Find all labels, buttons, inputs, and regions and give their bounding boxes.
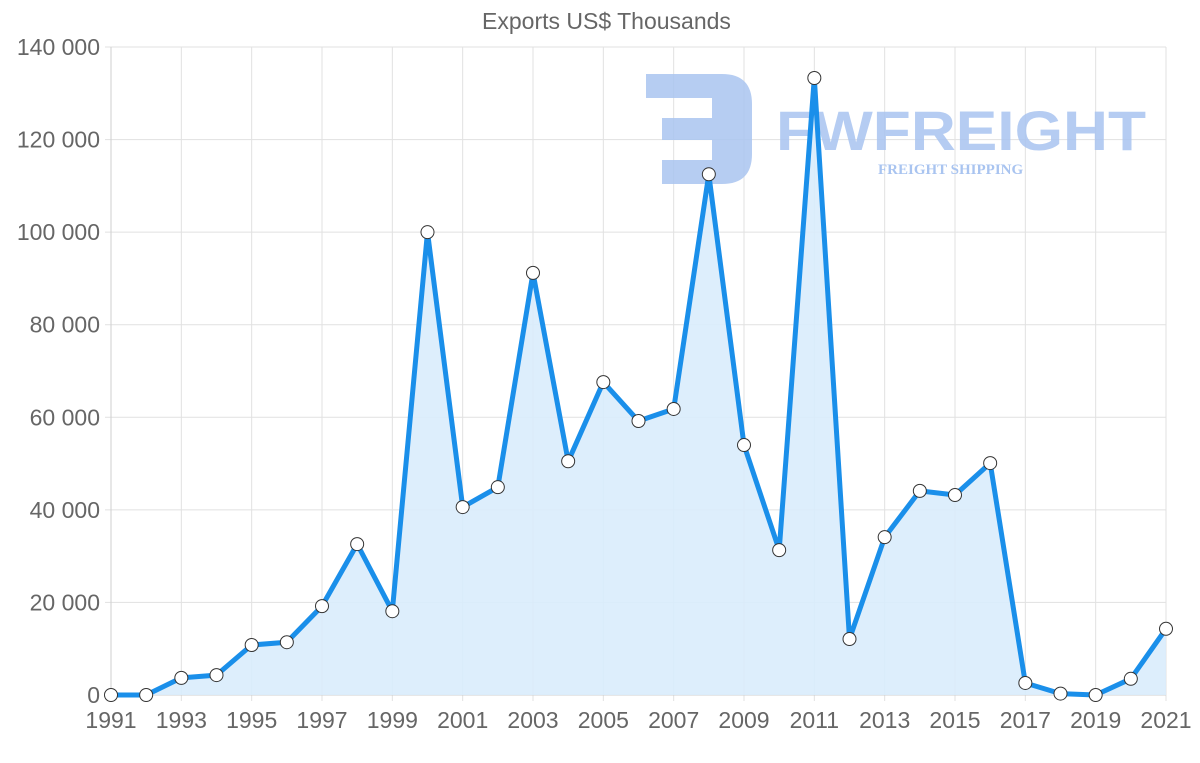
- data-point[interactable]: [631, 413, 646, 428]
- y-tick-label: 140 000: [17, 34, 100, 60]
- data-point[interactable]: [1159, 621, 1173, 636]
- data-point[interactable]: [209, 668, 224, 683]
- data-point[interactable]: [912, 483, 927, 498]
- watermark-logo: FWFREIGHT FREIGHT SHIPPING: [646, 74, 1146, 184]
- data-point[interactable]: [701, 167, 716, 182]
- chart-title: Exports US$ Thousands: [482, 8, 731, 34]
- y-tick-label: 80 000: [30, 312, 100, 338]
- data-point[interactable]: [983, 456, 998, 471]
- data-point[interactable]: [139, 688, 154, 702]
- data-point[interactable]: [596, 375, 611, 390]
- data-point[interactable]: [948, 488, 962, 503]
- data-point[interactable]: [244, 638, 259, 653]
- x-tick-label: 2015: [929, 707, 980, 733]
- data-point[interactable]: [174, 670, 189, 685]
- x-tick-label: 2003: [507, 707, 558, 733]
- data-point[interactable]: [490, 480, 505, 495]
- data-point[interactable]: [737, 438, 751, 453]
- data-point[interactable]: [526, 265, 540, 280]
- x-tick-label: 2001: [437, 707, 488, 733]
- y-tick-label: 100 000: [17, 219, 100, 245]
- data-point[interactable]: [385, 604, 400, 619]
- y-tick-label: 40 000: [30, 497, 100, 523]
- x-tick-label: 1991: [85, 707, 136, 733]
- data-point[interactable]: [877, 530, 892, 545]
- data-point[interactable]: [842, 631, 857, 646]
- data-point[interactable]: [420, 225, 435, 240]
- data-point[interactable]: [1018, 675, 1033, 690]
- data-point[interactable]: [666, 401, 681, 416]
- y-tick-label: 0: [87, 682, 100, 708]
- data-point[interactable]: [350, 537, 365, 552]
- data-point[interactable]: [279, 635, 294, 650]
- x-tick-label: 2007: [648, 707, 699, 733]
- data-point[interactable]: [1088, 688, 1103, 702]
- x-tick-label: 2017: [1000, 707, 1051, 733]
- x-tick-label: 2009: [718, 707, 769, 733]
- data-point[interactable]: [772, 543, 787, 558]
- fwfreight-logo-icon: [646, 74, 752, 184]
- data-point[interactable]: [561, 454, 576, 469]
- x-tick-label: 1993: [156, 707, 207, 733]
- y-axis: 0 20 000 40 000 60 000 80 000 100 000 120 000 1…: [17, 34, 100, 708]
- data-point[interactable]: [1053, 686, 1068, 701]
- y-tick-label: 20 000: [30, 589, 100, 615]
- data-point[interactable]: [1123, 671, 1138, 686]
- data-point[interactable]: [104, 688, 118, 702]
- watermark-tagline: FREIGHT SHIPPING: [878, 162, 1023, 178]
- x-tick-label: 2011: [790, 707, 839, 733]
- x-tick-label: 1997: [296, 707, 347, 733]
- x-tick-label: 2019: [1070, 707, 1121, 733]
- y-tick-label: 120 000: [17, 127, 100, 153]
- data-point[interactable]: [455, 500, 470, 515]
- area-fill: [111, 78, 1166, 695]
- data-points: [104, 71, 1173, 702]
- watermark-brand: FWFREIGHT: [776, 99, 1146, 162]
- x-tick-label: 1999: [367, 707, 418, 733]
- x-tick-label: 2013: [859, 707, 910, 733]
- data-point[interactable]: [315, 599, 329, 614]
- x-tick-label: 2021: [1140, 707, 1191, 733]
- y-tick-label: 60 000: [30, 404, 100, 430]
- data-point[interactable]: [807, 71, 822, 86]
- x-tick-label: 1995: [226, 707, 277, 733]
- x-axis: 1991 1993 1995 1997 1999 2001 2003 2005 2007 2009…: [85, 707, 1191, 733]
- x-tick-label: 2005: [578, 707, 629, 733]
